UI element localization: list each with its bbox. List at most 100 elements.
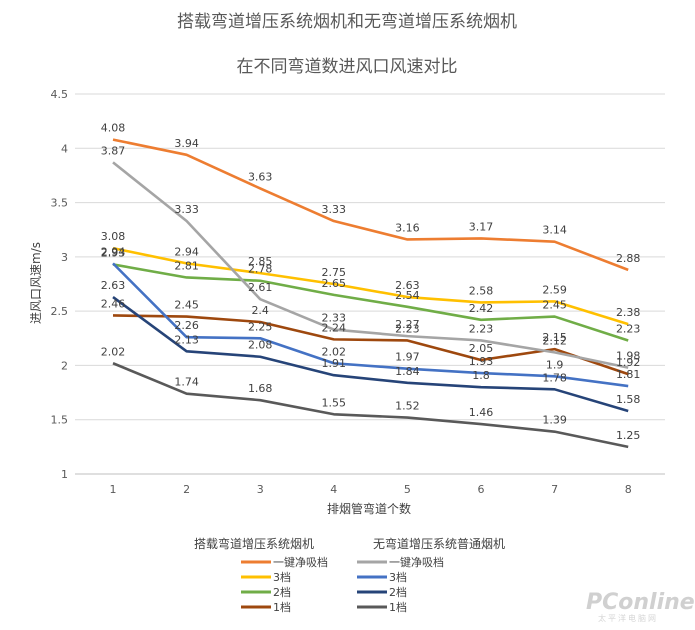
- x-axis-label: 排烟管弯道个数: [327, 501, 411, 516]
- data-label: 2.23: [395, 322, 420, 335]
- x-axis-ticks: 1 2 3 4 5 6 7 8: [110, 483, 632, 496]
- data-label: 2.63: [395, 279, 420, 292]
- data-label: 2.23: [616, 322, 641, 335]
- data-label: 1.74: [174, 376, 199, 389]
- data-label: 2.75: [322, 266, 347, 279]
- legend-label: 一键净吸档: [389, 555, 444, 569]
- data-label: 1.68: [248, 382, 273, 395]
- chart-title-line1: 搭载弯道增压系统烟机和无弯道增压系统烟机: [177, 12, 517, 32]
- data-label: 2.13: [174, 333, 199, 346]
- data-label: 3.08: [101, 230, 126, 243]
- data-label: 2.05: [469, 342, 494, 355]
- data-label: 1.93: [469, 355, 494, 368]
- x-tick-label: 6: [478, 483, 485, 496]
- data-label: 2.93: [101, 246, 126, 259]
- data-label: 2.02: [322, 345, 347, 358]
- data-label: 2.4: [251, 304, 269, 317]
- y-tick-label: 3: [61, 251, 68, 264]
- series-line-5: [112, 262, 629, 388]
- watermark-brand: PConline: [586, 590, 695, 615]
- data-label: 2.45: [174, 299, 199, 312]
- legend-label: 1档: [389, 600, 407, 614]
- data-label: 2.27: [395, 318, 420, 331]
- data-label: 2.94: [174, 245, 199, 258]
- data-label: 1.25: [616, 429, 641, 442]
- data-label: 2.25: [248, 320, 273, 333]
- legend-label: 3档: [273, 570, 291, 584]
- data-label: 2.33: [322, 312, 347, 325]
- legend-label: 一键净吸档: [273, 555, 328, 569]
- data-label: 2.45: [542, 299, 567, 312]
- y-tick-label: 4.5: [51, 88, 69, 101]
- data-label: 1.81: [616, 368, 641, 381]
- data-label: 2.78: [248, 263, 273, 276]
- data-label: 1.84: [395, 365, 420, 378]
- data-label: 2.59: [542, 283, 567, 296]
- legend-label: 2档: [273, 585, 291, 599]
- data-label: 2.42: [469, 302, 494, 315]
- series-lines: [112, 138, 629, 449]
- data-label: 3.63: [248, 170, 273, 183]
- series-line-1: [112, 246, 629, 326]
- data-label: 2.85: [248, 255, 273, 268]
- data-label: 2.63: [101, 279, 126, 292]
- y-axis-label: 进风口风速m/s: [29, 242, 43, 324]
- data-label: 1.97: [395, 351, 420, 364]
- x-tick-label: 3: [257, 483, 264, 496]
- y-tick-label: 2.5: [51, 305, 69, 318]
- x-tick-label: 8: [625, 483, 632, 496]
- y-tick-label: 2: [61, 359, 68, 372]
- legend-group-title-0: 搭载弯道增压系统烟机: [194, 536, 314, 551]
- legend-label: 1档: [273, 600, 291, 614]
- data-label: 2.38: [616, 306, 641, 319]
- data-label: 3.16: [395, 221, 420, 234]
- data-label: 1.91: [322, 357, 347, 370]
- series-line-4: [112, 161, 629, 369]
- data-label: 2.61: [248, 281, 273, 294]
- legend-label: 2档: [389, 585, 407, 599]
- data-label: 1.98: [616, 350, 641, 363]
- data-label: 1.39: [542, 414, 567, 427]
- y-tick-label: 1: [61, 468, 68, 481]
- data-label: 2.26: [174, 319, 199, 332]
- data-label: 2.12: [542, 334, 567, 347]
- data-label: 1.52: [395, 400, 420, 413]
- x-tick-label: 7: [551, 483, 558, 496]
- data-label: 2.02: [101, 345, 126, 358]
- data-label: 1.78: [542, 371, 567, 384]
- data-label: 3.94: [174, 137, 199, 150]
- data-labels: 4.08 3.94 3.63 3.33 3.16 3.17 3.14 2.88 3.08 2.94…: [101, 122, 641, 442]
- data-label: 3.87: [101, 144, 126, 157]
- series-line-6: [112, 295, 629, 413]
- data-label: 1.9: [546, 358, 564, 371]
- x-tick-label: 2: [183, 483, 190, 496]
- data-label: 3.17: [469, 220, 494, 233]
- legend-label: 3档: [389, 570, 407, 584]
- data-label: 2.23: [469, 322, 494, 335]
- data-label: 2.94: [101, 245, 126, 258]
- data-label: 2.58: [469, 284, 494, 297]
- data-label: 2.15: [542, 331, 567, 344]
- legend-group-title-1: 无弯道增压系统普通烟机: [373, 536, 505, 551]
- y-tick-label: 4: [61, 142, 68, 155]
- data-label: 3.14: [542, 224, 567, 237]
- data-label: 3.33: [322, 203, 347, 216]
- chart-title-line2: 在不同弯道数进风口风速对比: [237, 57, 458, 77]
- data-label: 1.55: [322, 396, 347, 409]
- series-line-7: [112, 362, 629, 449]
- y-tick-label: 1.5: [51, 414, 69, 427]
- x-tick-label: 5: [404, 483, 411, 496]
- data-label: 1.46: [469, 406, 494, 419]
- series-line-0: [112, 138, 629, 272]
- data-label: 2.81: [174, 259, 199, 272]
- data-label: 2.65: [322, 277, 347, 290]
- y-tick-label: 3.5: [51, 197, 69, 210]
- legend: 搭载弯道增压系统烟机 无弯道增压系统普通烟机 一键净吸档3档2档1档一键净吸档3…: [194, 536, 505, 614]
- x-tick-label: 1: [110, 483, 117, 496]
- data-label: 2.08: [248, 339, 273, 352]
- data-label: 2.88: [616, 252, 641, 265]
- data-label: 4.08: [101, 122, 126, 135]
- watermark-sub: 太平洋电脑网: [598, 613, 658, 623]
- data-label: 3.33: [174, 203, 199, 216]
